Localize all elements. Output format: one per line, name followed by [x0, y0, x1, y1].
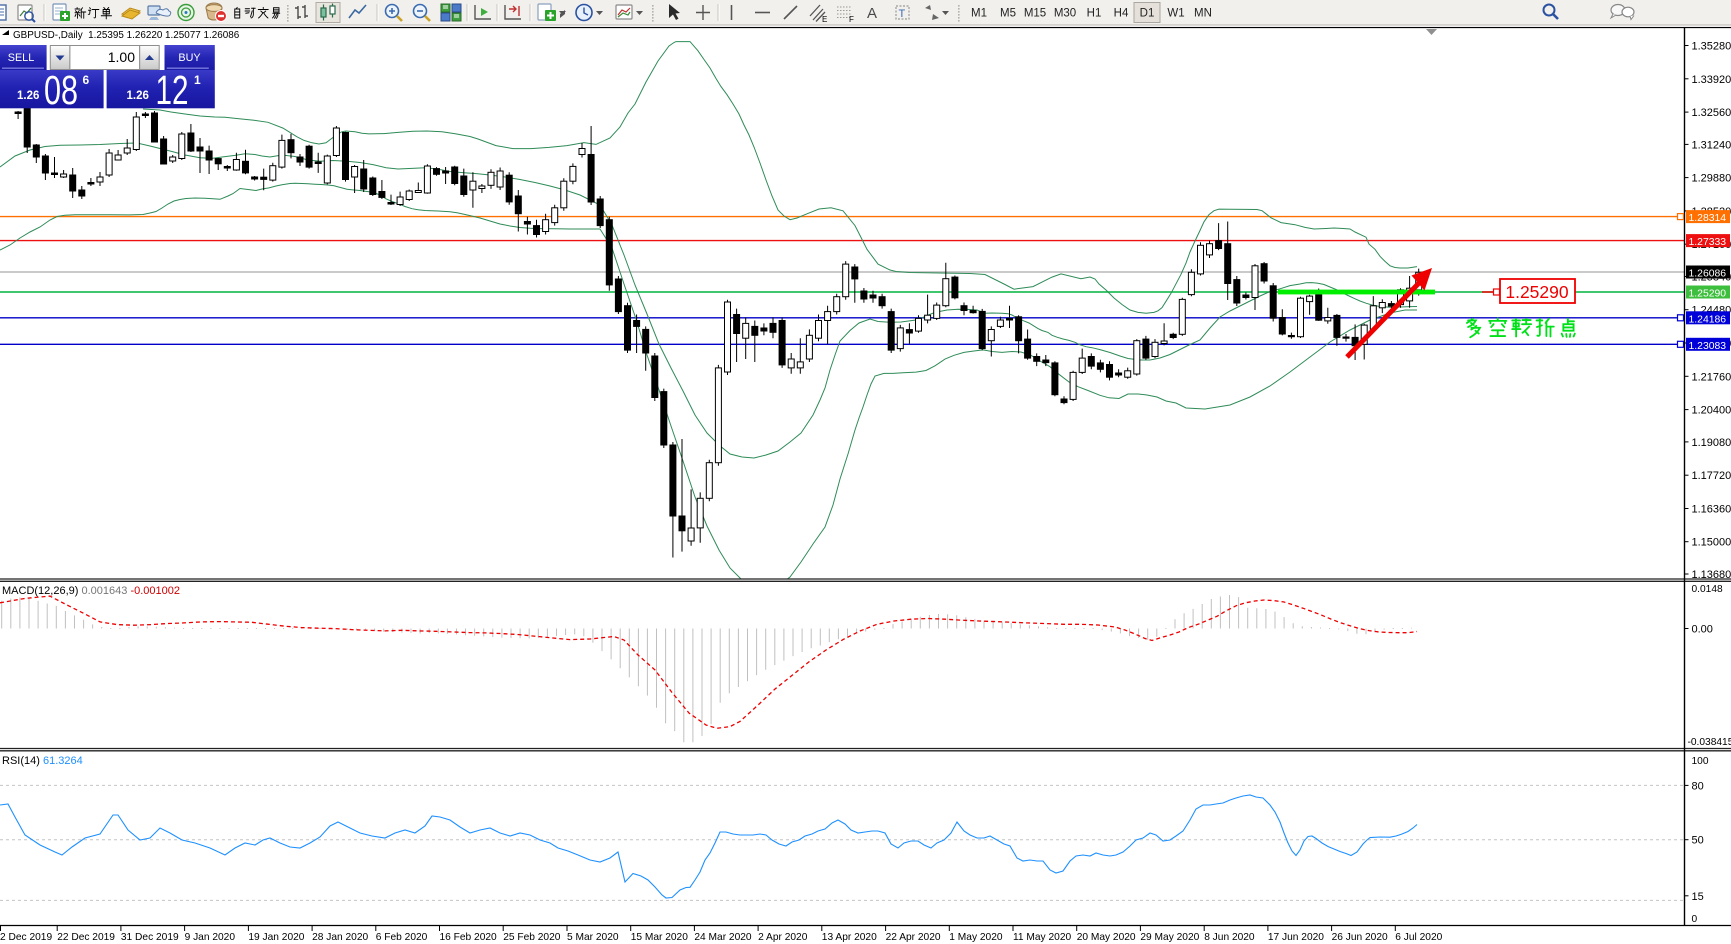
svg-text:1.24186: 1.24186 [1689, 314, 1727, 325]
svg-text:MN: MN [1194, 8, 1212, 20]
svg-text:1.33920: 1.33920 [1692, 74, 1731, 86]
svg-text:M30: M30 [1054, 8, 1076, 20]
svg-text:80: 80 [1692, 780, 1704, 792]
svg-text:1.25290: 1.25290 [1689, 289, 1727, 300]
svg-text:6 Jul 2020: 6 Jul 2020 [1395, 932, 1442, 943]
svg-text:H4: H4 [1114, 8, 1129, 20]
svg-text:1 May 2020: 1 May 2020 [949, 932, 1003, 943]
svg-text:1.26086: 1.26086 [1689, 269, 1727, 280]
svg-text:M1: M1 [971, 8, 987, 20]
svg-text:F: F [849, 15, 854, 24]
svg-text:1: 1 [194, 73, 201, 87]
svg-text:-0.038415: -0.038415 [1688, 737, 1731, 748]
svg-text:100: 100 [1692, 756, 1709, 767]
svg-text:1.16360: 1.16360 [1692, 504, 1731, 516]
svg-text:1.26: 1.26 [17, 90, 39, 102]
svg-text:RSI(14) 61.3264: RSI(14) 61.3264 [2, 755, 83, 767]
svg-text:1.21760: 1.21760 [1692, 371, 1731, 383]
svg-text:GBPUSD-,Daily 1.25395 1.26220: GBPUSD-,Daily 1.25395 1.26220 1.25077 1.… [13, 30, 240, 41]
svg-text:13 Apr 2020: 13 Apr 2020 [822, 932, 877, 943]
svg-text:1.31240: 1.31240 [1692, 139, 1731, 151]
svg-text:1.32560: 1.32560 [1692, 107, 1731, 119]
svg-text:E: E [822, 15, 827, 24]
svg-text:25 Feb 2020: 25 Feb 2020 [503, 932, 561, 943]
svg-text:9 Jan 2020: 9 Jan 2020 [185, 932, 236, 943]
svg-text:20 May 2020: 20 May 2020 [1077, 932, 1136, 943]
svg-text:1.13680: 1.13680 [1692, 569, 1731, 581]
svg-text:16 Feb 2020: 16 Feb 2020 [440, 932, 498, 943]
svg-text:1.23083: 1.23083 [1689, 341, 1727, 352]
svg-text:BUY: BUY [178, 52, 200, 64]
svg-text:22 Apr 2020: 22 Apr 2020 [886, 932, 941, 943]
svg-text:1.25290: 1.25290 [1505, 282, 1569, 302]
svg-text:19 Jan 2020: 19 Jan 2020 [248, 932, 304, 943]
svg-text:D1: D1 [1140, 8, 1155, 20]
svg-text:1.27333: 1.27333 [1689, 237, 1727, 248]
svg-text:29 May 2020: 29 May 2020 [1140, 932, 1199, 943]
svg-text:15 Mar 2020: 15 Mar 2020 [631, 932, 689, 943]
svg-text:6 Feb 2020: 6 Feb 2020 [376, 932, 428, 943]
svg-text:6: 6 [83, 73, 90, 87]
svg-text:15: 15 [1692, 891, 1704, 903]
svg-text:22 Dec 2019: 22 Dec 2019 [57, 932, 115, 943]
svg-text:MACD(12,26,9) 0.001643 -0.0010: MACD(12,26,9) 0.001643 -0.001002 [2, 585, 180, 597]
svg-text:1.29880: 1.29880 [1692, 173, 1731, 185]
svg-text:31 Dec 2019: 31 Dec 2019 [121, 932, 179, 943]
svg-text:24 Mar 2020: 24 Mar 2020 [694, 932, 752, 943]
svg-text:H1: H1 [1087, 8, 1102, 20]
svg-text:1.00: 1.00 [108, 49, 135, 65]
svg-text:T: T [899, 8, 906, 20]
svg-text:28 Jan 2020: 28 Jan 2020 [312, 932, 368, 943]
svg-text:2 Apr 2020: 2 Apr 2020 [758, 932, 808, 943]
svg-text:08: 08 [44, 67, 78, 113]
svg-text:0: 0 [1692, 914, 1698, 925]
svg-text:26 Jun 2020: 26 Jun 2020 [1332, 932, 1388, 943]
svg-text:0.0148: 0.0148 [1692, 584, 1723, 595]
svg-text:1.15000: 1.15000 [1692, 537, 1731, 549]
svg-text:W1: W1 [1167, 8, 1184, 20]
svg-text:11 May 2020: 11 May 2020 [1013, 932, 1071, 943]
svg-text:1.35280: 1.35280 [1692, 41, 1731, 53]
svg-text:1.17720: 1.17720 [1692, 470, 1731, 482]
svg-text:1.26: 1.26 [127, 90, 149, 102]
svg-text:SELL: SELL [8, 52, 34, 64]
svg-text:12: 12 [156, 67, 189, 113]
svg-text:5 Mar 2020: 5 Mar 2020 [567, 932, 619, 943]
svg-text:8 Jun 2020: 8 Jun 2020 [1204, 932, 1255, 943]
svg-text:M5: M5 [1000, 8, 1016, 20]
svg-text:1.20400: 1.20400 [1692, 405, 1731, 417]
svg-text:2 Dec 2019: 2 Dec 2019 [0, 932, 52, 943]
svg-text:0.00: 0.00 [1692, 624, 1713, 636]
svg-text:17 Jun 2020: 17 Jun 2020 [1268, 932, 1324, 943]
svg-text:1.28314: 1.28314 [1689, 213, 1727, 224]
svg-text:A: A [867, 5, 877, 22]
svg-text:1.19080: 1.19080 [1692, 437, 1731, 449]
svg-text:M15: M15 [1024, 8, 1046, 20]
svg-text:50: 50 [1692, 835, 1704, 847]
